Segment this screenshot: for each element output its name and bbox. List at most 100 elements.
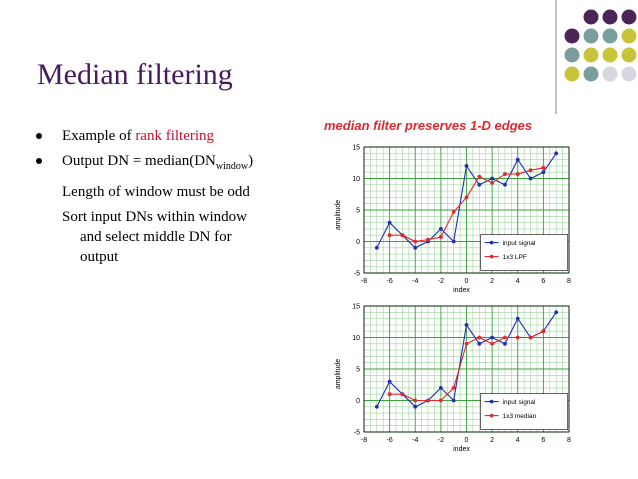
bullet-item-rank: Example of rank filtering bbox=[36, 126, 306, 146]
y-tick-label: -5 bbox=[354, 430, 360, 437]
data-point bbox=[490, 176, 495, 181]
decor-dot bbox=[564, 66, 580, 82]
data-point bbox=[438, 398, 443, 403]
data-point bbox=[438, 235, 443, 239]
y-tick-label: 10 bbox=[352, 335, 360, 342]
data-point bbox=[490, 335, 495, 340]
data-point bbox=[554, 151, 559, 156]
x-tick-label: 6 bbox=[541, 437, 545, 444]
window-subscript: window bbox=[215, 161, 249, 172]
data-point bbox=[541, 170, 546, 175]
x-tick-label: 4 bbox=[516, 278, 520, 285]
data-point bbox=[438, 386, 443, 390]
decor-dot bbox=[602, 47, 618, 63]
data-point bbox=[451, 239, 456, 244]
data-point bbox=[477, 341, 482, 346]
data-point bbox=[477, 335, 482, 340]
x-tick-label: 4 bbox=[516, 437, 520, 444]
x-tick-label: 6 bbox=[541, 278, 545, 285]
data-point bbox=[451, 398, 456, 403]
data-point bbox=[438, 227, 443, 231]
data-point bbox=[426, 398, 430, 403]
data-point bbox=[413, 239, 418, 244]
decor-dot bbox=[621, 28, 637, 44]
data-point bbox=[528, 176, 533, 181]
bullet-item-output: Output DN = median(DNwindow) bbox=[36, 151, 306, 177]
x-tick-label: -8 bbox=[361, 278, 367, 285]
x-tick-label: 0 bbox=[465, 437, 469, 444]
data-point bbox=[515, 335, 520, 340]
decor-dot bbox=[621, 9, 637, 25]
y-axis-label: amplitude bbox=[335, 359, 342, 389]
legend-label: input signal bbox=[503, 240, 536, 247]
legend-label: 1x3 LPF bbox=[503, 254, 527, 261]
data-point bbox=[387, 233, 392, 238]
legend-box bbox=[480, 234, 569, 271]
data-point bbox=[503, 182, 507, 187]
legend-marker bbox=[489, 254, 494, 259]
decor-dot bbox=[583, 28, 599, 44]
decor-dot bbox=[621, 47, 637, 63]
data-point bbox=[413, 404, 418, 409]
data-point bbox=[387, 220, 392, 225]
data-point bbox=[464, 195, 469, 200]
slide-title: Median filtering bbox=[37, 58, 233, 91]
decor-dot bbox=[602, 9, 618, 25]
data-point bbox=[413, 245, 418, 250]
sub-line-select: and select middle DN for bbox=[80, 229, 232, 245]
decor-dot bbox=[564, 28, 580, 44]
x-tick-label: 8 bbox=[567, 437, 571, 444]
figure-title: median filter preserves 1-D edges bbox=[324, 118, 533, 133]
data-point bbox=[374, 245, 379, 250]
x-tick-label: -2 bbox=[438, 278, 444, 285]
sub-line-window-odd: Length of window must be odd bbox=[62, 184, 250, 200]
legend-marker bbox=[489, 399, 494, 404]
data-point bbox=[464, 341, 469, 346]
data-point bbox=[490, 181, 495, 185]
data-point bbox=[554, 310, 559, 315]
decor-dot bbox=[583, 66, 599, 82]
data-point bbox=[528, 335, 533, 340]
data-point bbox=[541, 329, 546, 334]
bullet-text: Example of bbox=[62, 128, 136, 144]
decor-dot bbox=[602, 28, 618, 44]
x-tick-label: -2 bbox=[438, 437, 444, 444]
y-tick-label: -5 bbox=[354, 271, 360, 278]
y-tick-label: 15 bbox=[352, 304, 360, 311]
x-axis-label: index bbox=[453, 446, 470, 453]
data-point bbox=[464, 323, 469, 327]
dot-grid bbox=[564, 9, 637, 82]
data-point bbox=[515, 157, 520, 162]
y-tick-label: 10 bbox=[352, 176, 360, 183]
plot-frame bbox=[363, 305, 570, 433]
y-tick-label: 0 bbox=[356, 398, 360, 405]
rank-filtering-link[interactable]: rank filtering bbox=[135, 128, 215, 144]
legend-box bbox=[480, 393, 569, 430]
x-tick-label: -8 bbox=[361, 437, 367, 444]
data-point bbox=[426, 237, 430, 242]
x-tick-label: -4 bbox=[412, 437, 418, 444]
bullet-text: Output DN = median(DN bbox=[62, 153, 216, 169]
data-point bbox=[528, 168, 533, 173]
data-point bbox=[503, 335, 507, 340]
data-point bbox=[387, 379, 392, 384]
y-tick-label: 15 bbox=[352, 145, 360, 152]
data-point bbox=[387, 392, 392, 397]
data-point bbox=[490, 341, 495, 346]
decor-dot bbox=[583, 47, 599, 63]
legend-marker bbox=[489, 413, 494, 418]
x-tick-label: 0 bbox=[465, 278, 469, 285]
data-point bbox=[464, 164, 469, 168]
data-point bbox=[477, 174, 482, 179]
data-point bbox=[503, 172, 507, 176]
lpf-chart: -8 -6 -4 -2 0 2 4 6 8 -5 0 5 10 15 index amplitude input… bbox=[335, 145, 571, 295]
median-chart: -8 -6 -4 -2 0 2 4 6 8 -5 0 5 10 15 index amplitude input… bbox=[335, 304, 571, 454]
data-point bbox=[503, 341, 507, 346]
legend-label: input signal bbox=[503, 399, 536, 406]
plot-frame bbox=[363, 146, 570, 274]
y-tick-label: 0 bbox=[356, 239, 360, 246]
x-axis-label: index bbox=[453, 287, 470, 294]
data-point bbox=[477, 182, 482, 187]
data-point bbox=[374, 404, 379, 409]
data-point bbox=[400, 233, 405, 238]
